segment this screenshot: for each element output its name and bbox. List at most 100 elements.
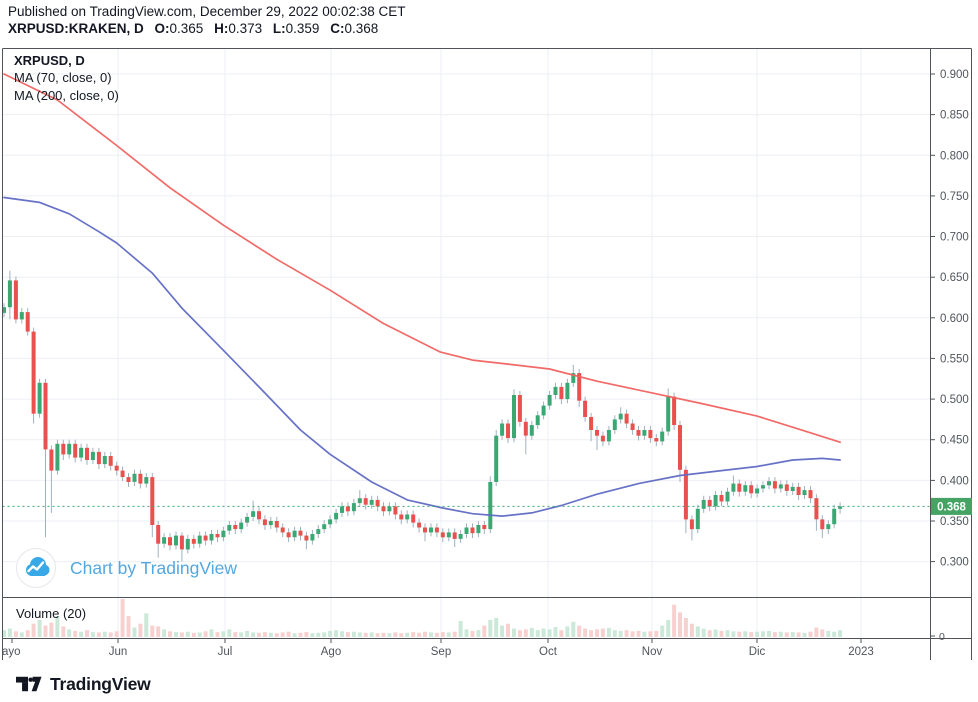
candle-up xyxy=(547,395,552,406)
chart-legend: XRPUSD, D MA (70, close, 0) MA (200, clo… xyxy=(14,52,119,105)
volume-bar xyxy=(701,628,706,637)
volume-bar xyxy=(233,632,238,637)
volume-bar xyxy=(440,632,445,637)
volume-bar xyxy=(215,632,220,637)
tradingview-watermark[interactable]: Chart by TradingView xyxy=(16,548,237,588)
candle-down xyxy=(286,532,291,538)
volume-bar xyxy=(838,630,843,637)
volume-axis: 0 xyxy=(930,631,945,643)
candle-down xyxy=(737,483,742,492)
ohlc-close: C:0.368 xyxy=(330,21,379,36)
volume-bar xyxy=(494,618,499,637)
candle-up xyxy=(328,519,333,525)
volume-bar xyxy=(636,630,641,637)
volume-bar xyxy=(37,619,42,637)
time-tick-label: Ago xyxy=(321,646,341,658)
volume-bar xyxy=(25,630,30,637)
volume-bar xyxy=(108,632,113,637)
volume-bar xyxy=(197,632,202,637)
candle-up xyxy=(476,525,481,534)
candle-up xyxy=(185,538,190,550)
candle-up xyxy=(660,431,665,442)
candle-down xyxy=(440,532,445,538)
volume-bar xyxy=(179,632,184,637)
candle-down xyxy=(707,499,712,507)
candle-down xyxy=(636,430,641,436)
volume-bar xyxy=(678,612,682,637)
volume-bar xyxy=(695,626,700,637)
volume-bar xyxy=(132,627,137,637)
time-tick-label: Sep xyxy=(431,646,451,658)
volume-bar xyxy=(767,630,771,637)
watermark-label[interactable]: Chart by TradingView xyxy=(70,557,237,578)
time-tick-label: Dic xyxy=(749,646,766,658)
volume-bar xyxy=(589,630,594,637)
volume-bar xyxy=(535,630,540,637)
volume-bar xyxy=(784,632,789,637)
candle-up xyxy=(357,498,362,504)
candles xyxy=(2,270,843,562)
candle-up xyxy=(618,413,623,420)
volume-bar xyxy=(731,631,736,637)
candle-up xyxy=(606,430,611,442)
volume-bar xyxy=(517,630,522,637)
candle-up xyxy=(292,530,297,538)
volume-bar xyxy=(31,623,36,637)
volume-bar xyxy=(174,632,178,637)
volume-bar xyxy=(245,630,250,637)
price-tick-label: 0.850 xyxy=(940,110,969,122)
price-tick-label: 0.300 xyxy=(940,557,969,569)
candle-up xyxy=(2,307,6,313)
price-axis[interactable]: 0.900 0.850 0.800 0.750 0.700 0.650 0.600 0.550… xyxy=(930,69,969,569)
price-tick-label: 0.550 xyxy=(940,353,969,365)
tradingview-footer[interactable]: TradingView xyxy=(16,671,151,697)
candle-down xyxy=(274,521,279,528)
volume-bar xyxy=(262,632,267,637)
published-info-line: Published on TradingView.com, December 2… xyxy=(8,4,406,19)
volume-bar xyxy=(642,631,647,637)
tradingview-brand-text[interactable]: TradingView xyxy=(50,673,151,694)
volume-bar xyxy=(399,633,404,637)
candle-up xyxy=(197,535,202,544)
price-tick-label: 0.600 xyxy=(940,313,969,325)
candle-up xyxy=(802,490,807,495)
candle-up xyxy=(162,537,167,544)
volume-bar xyxy=(345,632,350,637)
candle-up xyxy=(245,516,250,523)
candle-down xyxy=(719,495,724,502)
candle-down xyxy=(381,506,386,512)
candle-up xyxy=(239,522,244,530)
volume-bar xyxy=(529,627,534,637)
time-axis[interactable]: ayo Jun Jul Ago Sep Oct Nov Dic 2023 xyxy=(2,638,874,659)
candle-down xyxy=(393,506,398,515)
volume-bar xyxy=(446,632,451,637)
candle-down xyxy=(417,522,422,528)
volume-bar xyxy=(683,618,688,637)
volume-bar xyxy=(292,633,297,637)
candle-down xyxy=(600,435,605,442)
candle-up xyxy=(458,534,463,539)
candle-up xyxy=(37,382,42,414)
volume-bar xyxy=(790,632,795,637)
price-tick-label: 0.900 xyxy=(940,69,969,81)
candle-up xyxy=(832,508,837,525)
volume-bar xyxy=(405,632,410,637)
volume-bar xyxy=(506,623,510,637)
moving-averages xyxy=(3,73,841,517)
candle-up xyxy=(446,532,451,538)
candle-up xyxy=(571,373,576,383)
volume-bar xyxy=(482,625,487,637)
volume-bar xyxy=(523,629,528,637)
ma-line-ma70 xyxy=(3,73,841,444)
candle-down xyxy=(345,506,350,512)
volume-bar xyxy=(85,630,89,637)
candle-down xyxy=(399,514,404,520)
volume-bar xyxy=(755,631,760,637)
candle-down xyxy=(749,485,754,494)
candle-down xyxy=(808,490,813,499)
price-tick-label: 0.800 xyxy=(940,150,969,162)
price-tick-label: 0.400 xyxy=(940,475,969,487)
candle-down xyxy=(85,447,89,460)
